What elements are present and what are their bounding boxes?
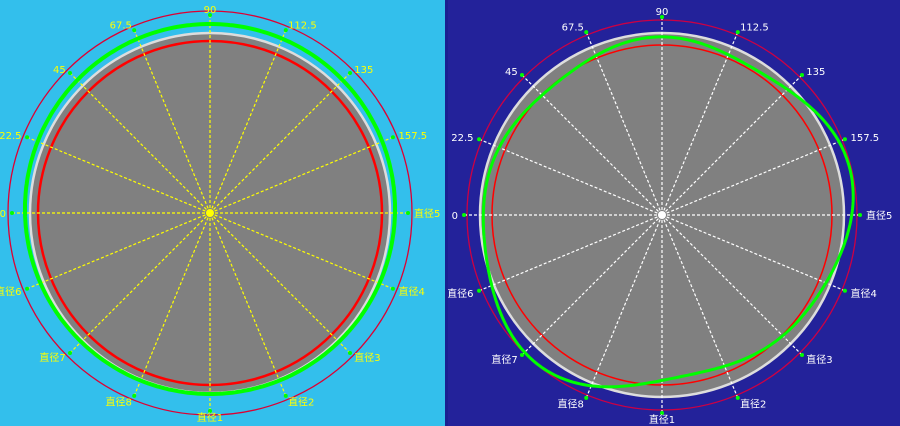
measured-profile-curve: [481, 35, 855, 389]
spoke-end-marker: [842, 288, 847, 293]
center-point: [658, 211, 666, 219]
spoke-line: [209, 212, 394, 290]
angle-label: 90: [204, 5, 217, 16]
angle-label: 直径4: [850, 287, 876, 300]
spoke-line: [209, 29, 287, 214]
spoke-end-marker: [858, 213, 862, 217]
angle-label: 直径3: [354, 351, 380, 364]
spoke-end-marker: [584, 30, 589, 35]
spoke-end-marker: [519, 72, 524, 77]
spoke-end-marker: [477, 137, 482, 142]
angle-label: 直径1: [649, 413, 675, 426]
spoke-end-marker: [25, 135, 30, 140]
left-polar-chart: 0 22.5 45 67.5 90 112.5 135 157.5 直径5 直径4 直径3 直径2 直径…: [0, 0, 445, 426]
upper-limit-circle: [7, 10, 413, 416]
spoke-line: [26, 136, 211, 214]
right-polar-plot: 0 22.5 45 67.5 90 112.5 135 157.5 直径5 直径4 直径3 直径2 直径…: [448, 7, 892, 426]
spoke-line: [133, 29, 211, 214]
spoke-end-marker: [406, 211, 410, 215]
spoke-end-marker: [283, 28, 288, 33]
spoke-end-marker: [800, 72, 805, 77]
right-polar-chart: 0 22.5 45 67.5 90 112.5 135 157.5 直径5 直径4 直径3 直径2 直径…: [448, 0, 900, 426]
spoke-line: [69, 212, 211, 354]
spoke-end-marker: [208, 409, 212, 413]
spoke-line: [209, 72, 351, 214]
angle-label: 直径8: [558, 397, 584, 410]
angle-label: 直径2: [288, 395, 314, 408]
angle-label: 直径2: [740, 397, 766, 410]
spoke-end-marker: [390, 135, 395, 140]
angle-label: 直径3: [806, 353, 832, 366]
spoke-end-marker: [283, 393, 288, 398]
spoke-end-marker: [348, 351, 353, 356]
angle-label: 157.5: [398, 131, 427, 142]
spoke-line: [209, 212, 351, 354]
spoke-line: [661, 31, 739, 216]
angle-label: 直径7: [491, 353, 517, 366]
angle-label: 22.5: [0, 131, 22, 142]
spoke-line: [209, 212, 287, 397]
angle-label: 45: [53, 65, 66, 76]
spoke-end-marker: [208, 13, 212, 17]
spoke-end-marker: [390, 286, 395, 291]
angle-label: 112.5: [288, 21, 317, 32]
spoke-line: [585, 31, 663, 216]
spoke-end-marker: [67, 70, 72, 75]
angle-label: 直径7: [39, 351, 65, 364]
angle-label: 135: [806, 67, 825, 78]
angle-label: 135: [354, 65, 373, 76]
spoke-line: [661, 138, 846, 216]
angle-label: 45: [505, 67, 518, 78]
spoke-end-marker: [477, 288, 482, 293]
spoke-end-marker: [67, 351, 72, 356]
spoke-end-marker: [660, 411, 664, 415]
angle-label: 直径5: [414, 207, 440, 220]
angle-label: 0: [452, 211, 458, 222]
spoke-end-marker: [800, 353, 805, 358]
angle-label: 直径6: [0, 285, 22, 298]
spoke-line: [26, 212, 211, 290]
angle-label: 67.5: [562, 23, 584, 34]
angle-label: 直径1: [197, 411, 223, 424]
spoke-end-marker: [132, 393, 137, 398]
measured-profile-curve: [23, 22, 397, 396]
spoke-line: [209, 136, 394, 214]
spoke-end-marker: [132, 28, 137, 33]
angle-label: 67.5: [110, 21, 132, 32]
spoke-end-marker: [735, 30, 740, 35]
spoke-end-marker: [584, 395, 589, 400]
spoke-end-marker: [462, 213, 466, 217]
spoke-end-marker: [519, 353, 524, 358]
angle-label: 直径6: [448, 287, 474, 300]
spoke-end-marker: [25, 286, 30, 291]
angle-label: 157.5: [850, 133, 879, 144]
panel-divider: [445, 0, 448, 426]
angle-label: 直径8: [106, 395, 132, 408]
angle-label: 直径5: [866, 209, 892, 222]
spoke-end-marker: [842, 137, 847, 142]
left-polar-plot: 0 22.5 45 67.5 90 112.5 135 157.5 直径5 直径4 直径3 直径2 直径…: [0, 5, 440, 424]
spoke-end-marker: [660, 15, 664, 19]
angle-label: 0: [0, 209, 6, 220]
angle-label: 直径4: [398, 285, 424, 298]
spoke-line: [478, 138, 663, 216]
spoke-line: [585, 214, 663, 399]
spoke-line: [69, 72, 211, 214]
center-point: [206, 209, 214, 217]
angle-label: 22.5: [451, 133, 473, 144]
spoke-end-marker: [10, 211, 14, 215]
spoke-end-marker: [348, 70, 353, 75]
angle-label: 90: [656, 7, 669, 18]
spoke-end-marker: [735, 395, 740, 400]
spoke-line: [133, 212, 211, 397]
angle-label: 112.5: [740, 23, 769, 34]
